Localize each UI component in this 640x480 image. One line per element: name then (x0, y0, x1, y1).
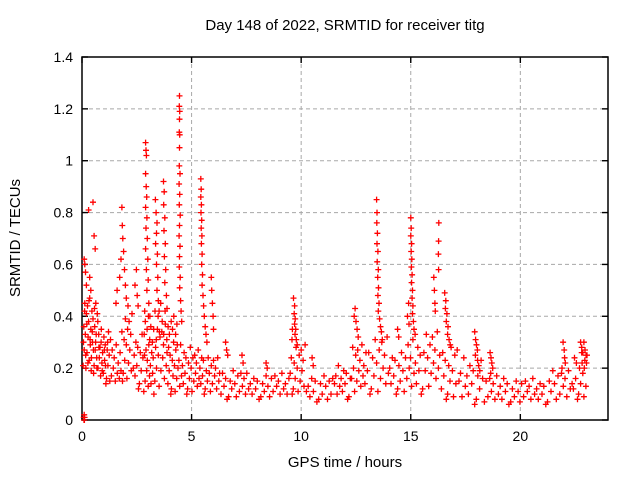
x-tick-label: 5 (188, 428, 196, 444)
x-tick-label: 0 (78, 428, 86, 444)
y-tick-label: 0 (65, 412, 73, 428)
x-tick-label: 10 (293, 428, 309, 444)
y-tick-label: 0.6 (54, 256, 74, 272)
y-tick-label: 0.8 (54, 205, 74, 221)
tick-labels: 0 5 10 15 20 0 0.2 0.4 0.6 0.8 1 1.2 1.4 (54, 49, 529, 444)
x-tick-label: 20 (513, 428, 529, 444)
data-points-path (80, 92, 590, 423)
y-tick-label: 1.4 (54, 49, 74, 65)
chart-title: Day 148 of 2022, SRMTID for receiver tit… (205, 17, 484, 34)
x-tick-label: 15 (403, 428, 419, 444)
plot-border (81, 56, 609, 421)
data-points (80, 92, 590, 423)
y-axis-label: SRMTID / TECUs (7, 179, 24, 297)
y-tick-label: 0.2 (54, 360, 74, 376)
y-tick-label: 0.4 (54, 308, 74, 324)
y-tick-label: 1 (65, 153, 73, 169)
x-axis-label: GPS time / hours (288, 454, 402, 471)
y-tick-label: 1.2 (54, 101, 74, 117)
